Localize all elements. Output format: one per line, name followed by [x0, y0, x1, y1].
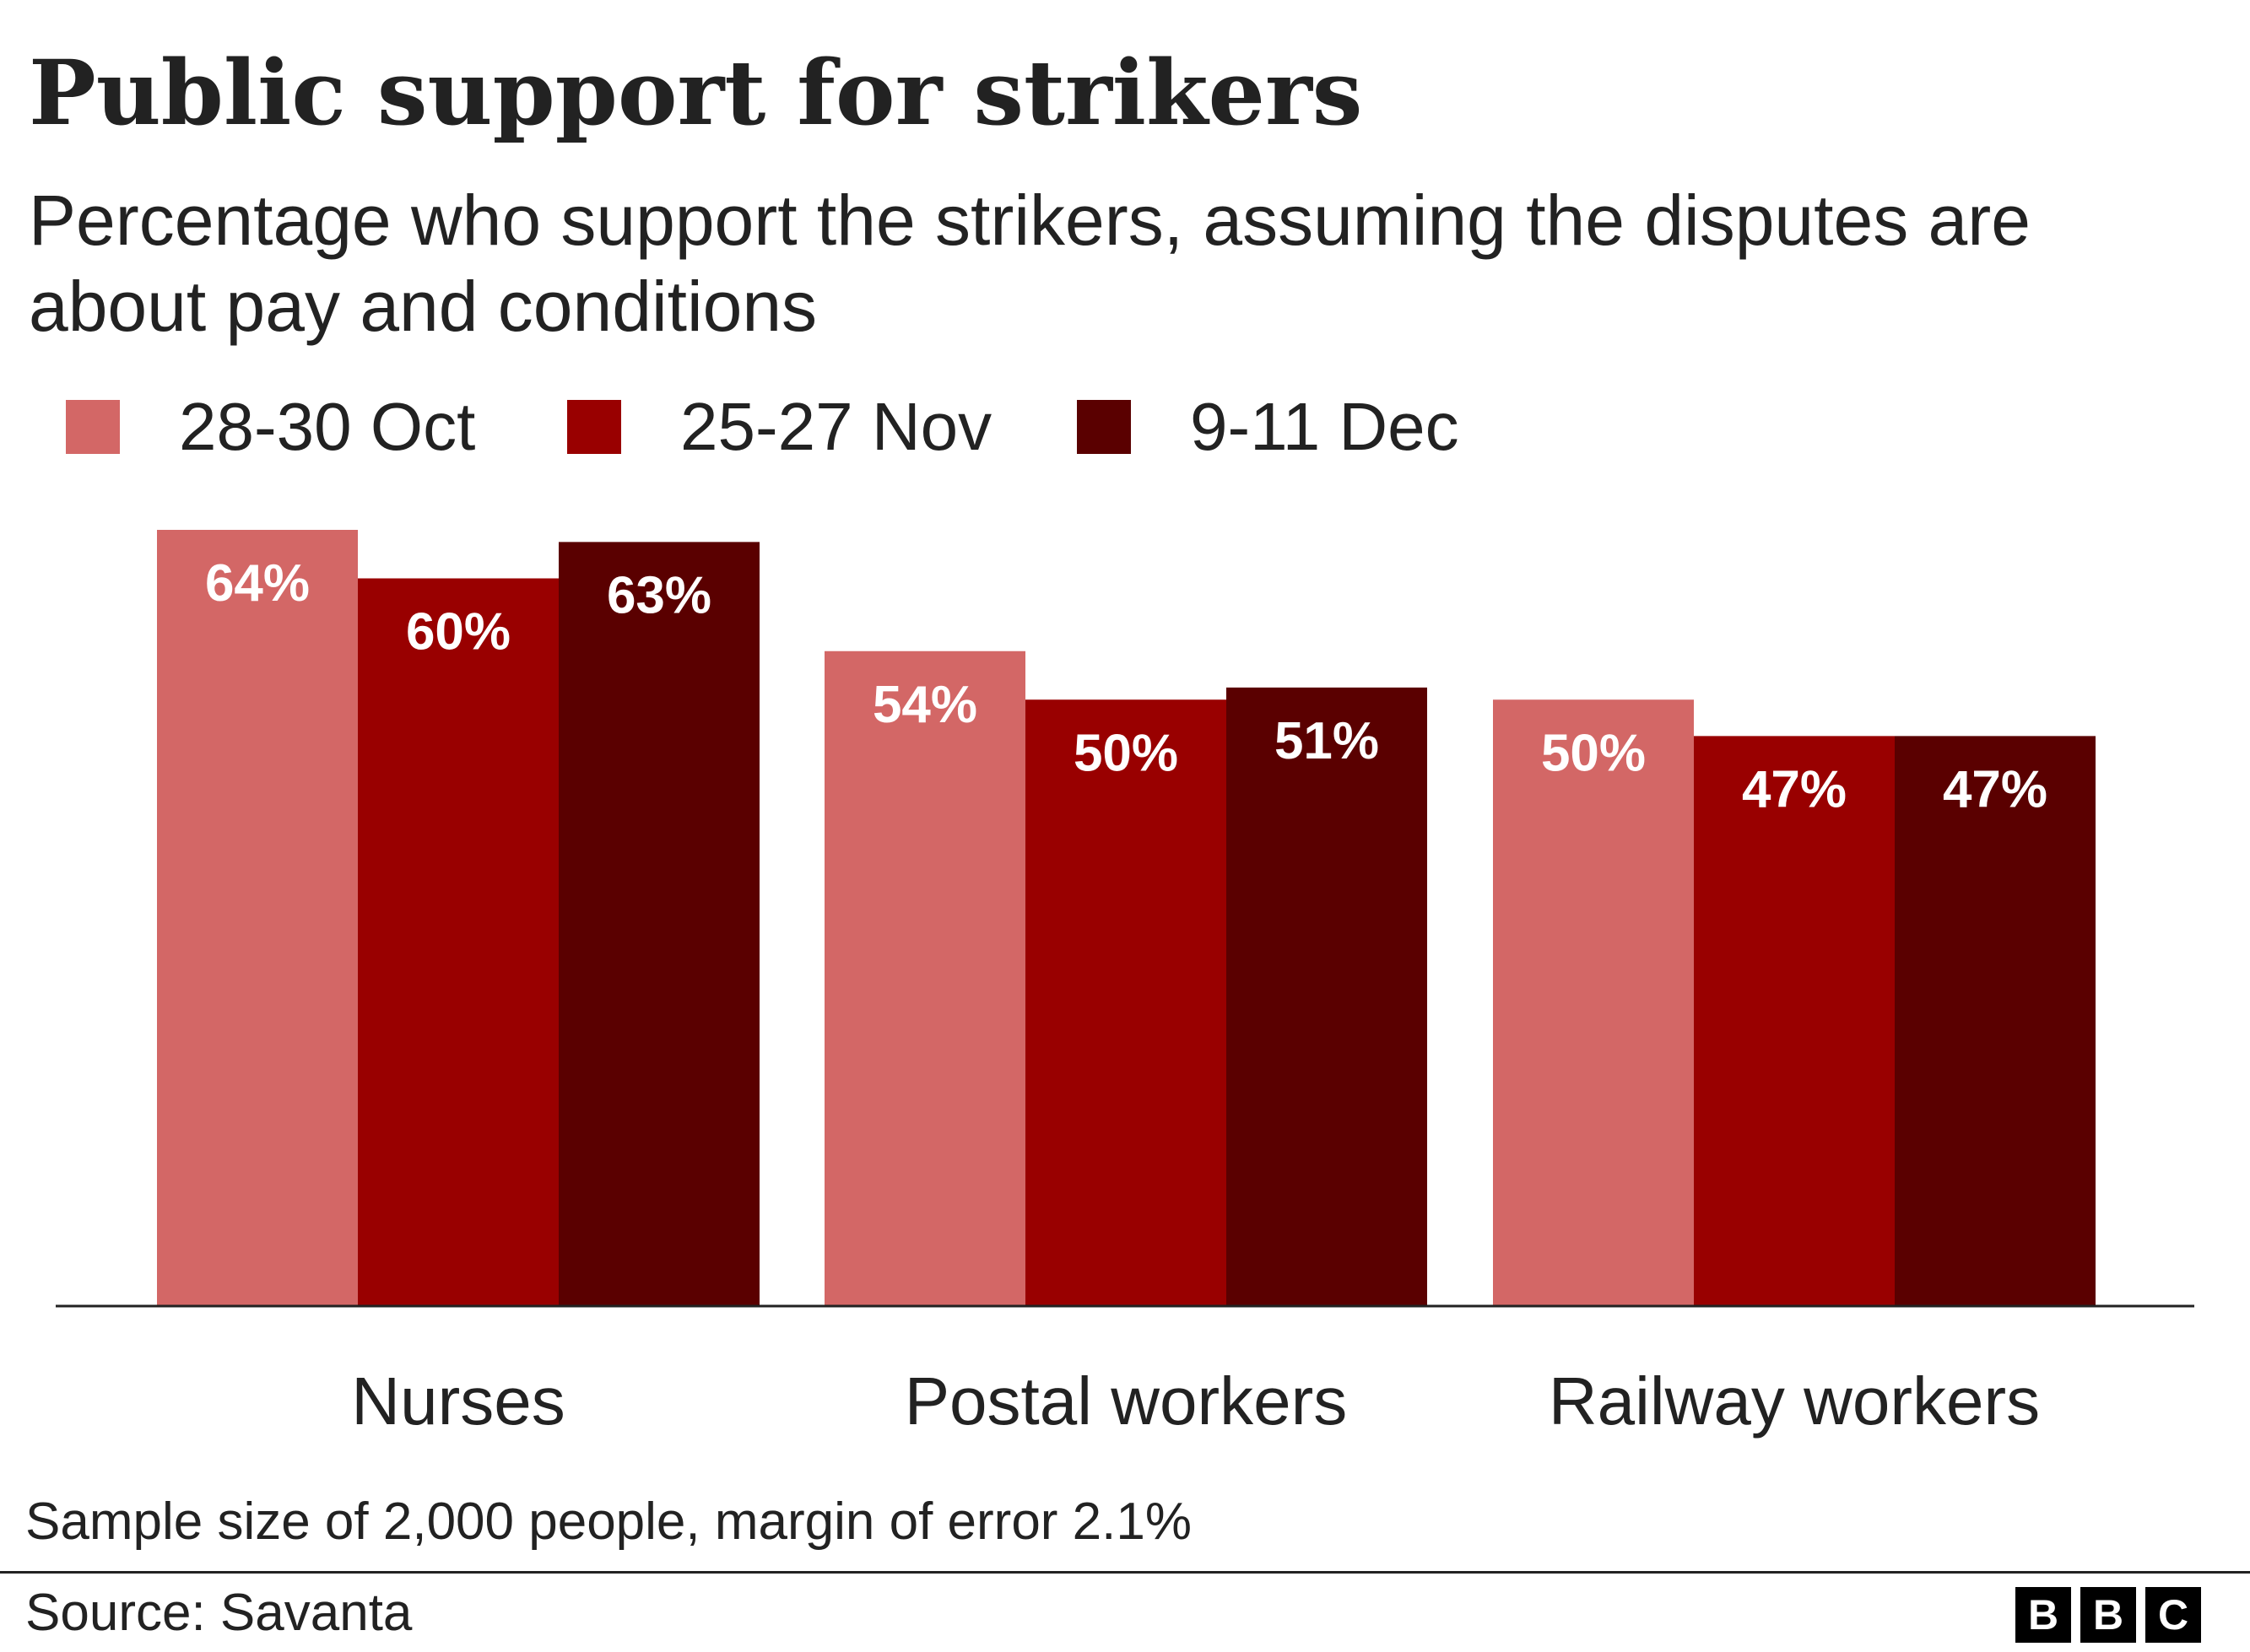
bar-value-label: 47% — [1742, 760, 1847, 818]
bar-labels-group: 64% 60% 63% 54% 50% 51% 50% 47% 47% — [205, 554, 2047, 818]
bbc-logo-block: C — [2145, 1587, 2201, 1643]
legend-label-nov: 25-27 Nov — [680, 389, 992, 464]
bar-nov — [1025, 699, 1226, 1306]
bar-value-label: 50% — [1074, 724, 1178, 782]
bar-value-label: 51% — [1274, 712, 1379, 770]
bbc-logo-block: B — [2015, 1587, 2071, 1643]
bar-chart: 64% 60% 63% 54% 50% 51% 50% 47% 47% Nurses Postal… — [56, 530, 2194, 1439]
bar-value-label: 63% — [607, 566, 711, 624]
chart-title: Public support for strikers — [29, 40, 1363, 145]
bars-group — [157, 530, 2096, 1306]
bbc-logo-block: B — [2080, 1587, 2136, 1643]
footer-divider — [0, 1571, 2250, 1574]
bar-nov — [1694, 736, 1895, 1306]
bar-dec — [1895, 736, 2096, 1306]
chart-note: Sample size of 2,000 people, margin of e… — [25, 1493, 1192, 1551]
category-label: Railway workers — [1549, 1363, 2040, 1439]
legend-swatch-nov — [567, 400, 621, 454]
chart-subtitle: Percentage who support the strikers, ass… — [29, 181, 2031, 347]
legend-label-oct: 28-30 Oct — [179, 389, 476, 464]
bar-value-label: 60% — [406, 603, 511, 661]
legend-label-dec: 9-11 Dec — [1190, 389, 1459, 464]
bar-oct — [825, 651, 1025, 1306]
bar-value-label: 54% — [873, 676, 977, 734]
legend-swatch-dec — [1077, 400, 1131, 454]
bar-oct — [1493, 699, 1694, 1306]
category-label: Postal workers — [905, 1363, 1348, 1439]
category-label: Nurses — [351, 1363, 565, 1439]
chart-source: Source: Savanta — [25, 1584, 413, 1642]
bar-oct — [157, 530, 358, 1306]
bar-value-label: 50% — [1541, 724, 1646, 782]
bar-dec — [559, 542, 760, 1306]
legend-swatch-oct — [66, 400, 120, 454]
bar-dec — [1226, 687, 1427, 1306]
category-labels-group: Nurses Postal workers Railway workers — [351, 1363, 2040, 1439]
bar-nov — [358, 578, 559, 1306]
bar-value-label: 47% — [1943, 760, 2047, 818]
bar-value-label: 64% — [205, 554, 310, 613]
